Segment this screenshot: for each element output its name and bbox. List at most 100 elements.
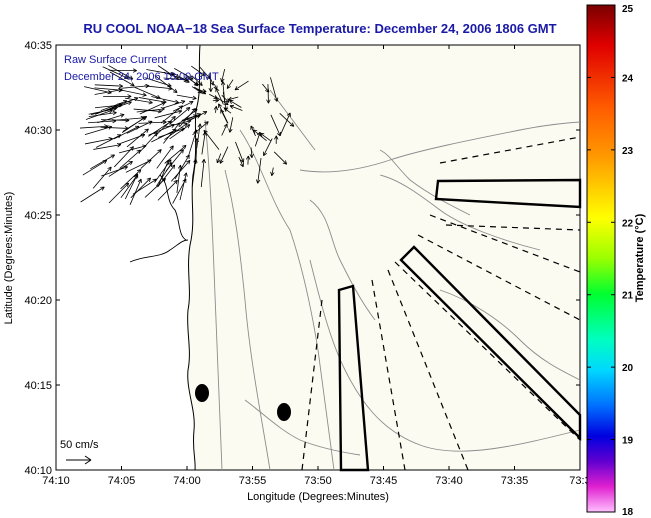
current-vector bbox=[203, 129, 220, 150]
current-vector bbox=[179, 172, 188, 201]
current-vector bbox=[138, 97, 167, 104]
study-box-east bbox=[399, 245, 582, 441]
current-vector bbox=[192, 121, 209, 136]
current-vector bbox=[84, 125, 113, 135]
current-vector bbox=[169, 107, 191, 125]
current-vector bbox=[274, 135, 279, 144]
colorbar-ticks: 25 24 23 22 21 20 19 18 bbox=[587, 4, 634, 518]
current-vector bbox=[229, 99, 242, 108]
current-vector bbox=[151, 96, 179, 104]
x-axis: 74:10 74:05 74:00 73:55 73:50 73:45 73:40 73:35… bbox=[42, 45, 591, 487]
y-tick-label: 40:25 bbox=[24, 210, 52, 222]
colorbar-tick-label: 19 bbox=[622, 436, 634, 447]
current-vector bbox=[104, 101, 132, 112]
current-label: Raw Surface Current bbox=[64, 54, 167, 66]
current-vector bbox=[270, 167, 275, 176]
colorbar-tick-label: 18 bbox=[622, 507, 634, 518]
current-vector bbox=[144, 77, 172, 88]
current-vector bbox=[157, 159, 170, 187]
colorbar-tick-label: 20 bbox=[622, 363, 634, 374]
current-vector bbox=[215, 87, 224, 105]
current-vector bbox=[235, 141, 245, 163]
x-tick-label: 73:45 bbox=[370, 475, 398, 487]
x-tick-label: 74:05 bbox=[108, 475, 136, 487]
current-vector bbox=[144, 178, 166, 198]
current-vector bbox=[229, 104, 243, 111]
x-axis-label: Longitude (Degrees:Minutes) bbox=[247, 491, 389, 503]
current-vector bbox=[92, 166, 112, 189]
current-vector bbox=[213, 106, 219, 113]
current-vector bbox=[228, 117, 234, 133]
current-vector bbox=[156, 145, 174, 169]
bathymetry-contours bbox=[204, 89, 581, 471]
current-vector bbox=[124, 97, 153, 105]
current-vectors bbox=[79, 65, 295, 205]
current-vector bbox=[100, 99, 128, 111]
scale-arrow bbox=[66, 455, 92, 465]
y-tick-label: 40:30 bbox=[24, 125, 52, 137]
map-panel: Raw Surface Current December 24, 2006 18… bbox=[55, 44, 582, 472]
colorbar-tick-label: 23 bbox=[622, 146, 634, 157]
current-vector bbox=[108, 65, 134, 80]
x-tick-label: 73:55 bbox=[239, 475, 267, 487]
colorbar-label: Temperature (°C) bbox=[634, 213, 646, 302]
current-vector bbox=[200, 159, 206, 188]
x-tick-label: 73:3 bbox=[569, 475, 590, 487]
current-vector bbox=[245, 155, 251, 165]
current-vector bbox=[226, 79, 234, 89]
current-vector bbox=[118, 89, 147, 97]
current-vector bbox=[266, 84, 271, 104]
current-vector bbox=[113, 146, 134, 168]
current-vector bbox=[270, 77, 279, 102]
current-vector bbox=[125, 159, 152, 173]
y-tick-label: 40:10 bbox=[24, 465, 52, 477]
current-vector bbox=[191, 65, 206, 77]
current-vector bbox=[172, 100, 194, 112]
current-vector bbox=[118, 133, 146, 145]
current-vector bbox=[120, 174, 138, 199]
station-marker-east bbox=[277, 403, 291, 421]
current-vector bbox=[140, 149, 162, 169]
dashed-sector-lines bbox=[301, 136, 581, 471]
current-vector bbox=[126, 120, 153, 134]
current-vector bbox=[221, 123, 228, 136]
current-vector bbox=[191, 75, 203, 86]
current-vector bbox=[82, 160, 108, 176]
current-vector bbox=[199, 66, 211, 80]
current-vector bbox=[154, 109, 183, 119]
x-tick-label: 74:00 bbox=[173, 475, 201, 487]
current-vector bbox=[220, 68, 226, 83]
river-coast bbox=[159, 174, 187, 241]
current-vector bbox=[238, 156, 244, 168]
current-vector bbox=[249, 147, 254, 158]
y-axis: 40:35 40:30 40:25 40:20 40:15 40:10 bbox=[24, 40, 580, 477]
current-vector bbox=[221, 94, 230, 103]
current-vector bbox=[187, 129, 198, 157]
study-box-northeast bbox=[434, 178, 582, 209]
current-vector bbox=[88, 110, 117, 118]
current-vector bbox=[184, 73, 199, 87]
colorbar-tick-label: 21 bbox=[622, 291, 634, 302]
current-vector bbox=[95, 134, 122, 148]
current-vector bbox=[215, 96, 229, 106]
current-vector bbox=[93, 143, 122, 150]
current-vector bbox=[218, 103, 229, 124]
y-tick-label: 40:35 bbox=[24, 40, 52, 52]
inlet-coast bbox=[129, 239, 189, 263]
current-vector bbox=[165, 149, 184, 172]
current-vector bbox=[102, 66, 129, 79]
current-vector bbox=[79, 124, 109, 129]
current-vector bbox=[234, 80, 249, 91]
current-vector bbox=[220, 81, 226, 104]
current-vector bbox=[279, 113, 295, 127]
current-vector bbox=[126, 128, 149, 148]
current-vector bbox=[176, 94, 197, 101]
current-vector bbox=[129, 178, 142, 205]
colorbar-tick-label: 25 bbox=[622, 4, 634, 15]
current-vector bbox=[97, 113, 125, 124]
y-axis-label: Latitude (Degrees:Minutes) bbox=[3, 192, 15, 325]
current-vector bbox=[108, 68, 137, 73]
current-vector bbox=[187, 114, 201, 121]
current-vector bbox=[196, 123, 202, 149]
